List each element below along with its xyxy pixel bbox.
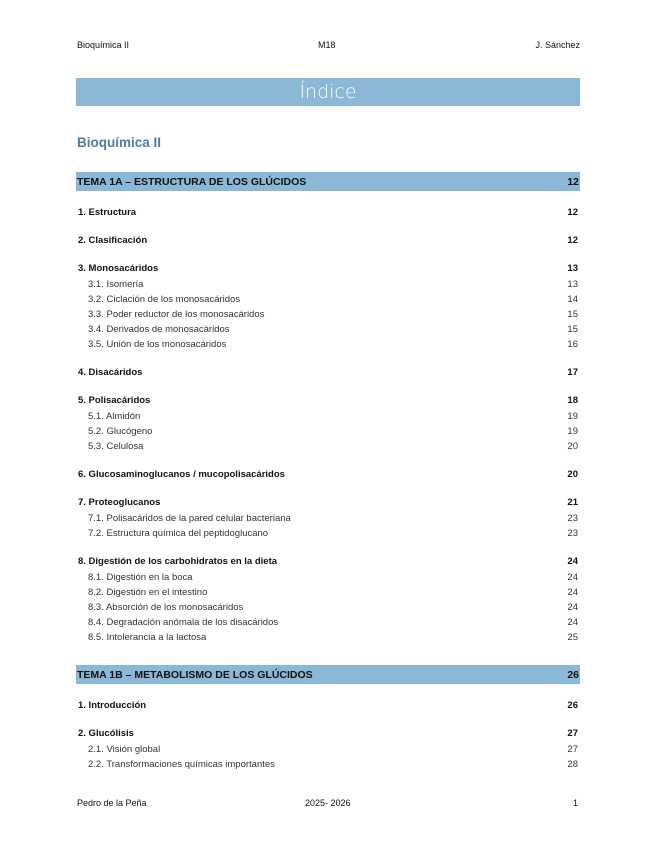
toc-page: 27 xyxy=(567,744,578,755)
toc-page: 26 xyxy=(567,700,578,711)
toc-page: 14 xyxy=(567,294,578,305)
toc-label: 3.1. Isomería xyxy=(88,279,144,290)
toc-section[interactable]: 8. Digestión de los carbohidratos en la … xyxy=(76,554,580,569)
toc-section[interactable]: 2. Clasificación 12 xyxy=(76,233,580,248)
toc-section[interactable]: 2. Glucólisis 27 xyxy=(76,726,580,741)
toc-label: TEMA 1B – METABOLISMO DE LOS GLÚCIDOS xyxy=(77,668,313,681)
document-heading: Bioquímica II xyxy=(77,135,162,150)
toc-subsection[interactable]: 3.2. Ciclación de los monosacáridos 14 xyxy=(76,292,580,307)
toc-label: 7. Proteoglucanos xyxy=(78,497,161,508)
toc-page: 26 xyxy=(567,668,579,681)
toc-subsection[interactable]: 2.2. Transformaciones químicas important… xyxy=(76,757,580,772)
toc-label: 3. Monosacáridos xyxy=(78,263,159,274)
toc-subsection[interactable]: 5.2. Glucógeno 19 xyxy=(76,424,580,439)
toc-section[interactable]: 3. Monosacáridos 13 xyxy=(76,261,580,276)
toc-label: 3.5. Unión de los monosacáridos xyxy=(88,339,227,350)
header-subject: Bioquímica II xyxy=(77,40,130,50)
toc-page: 15 xyxy=(567,324,578,335)
toc-label: TEMA 1A – ESTRUCTURA DE LOS GLÚCIDOS xyxy=(77,175,307,188)
toc-subsection[interactable]: 8.2. Digestión en el intestino 24 xyxy=(76,585,580,600)
toc-subsection[interactable]: 8.3. Absorción de los monosacáridos 24 xyxy=(76,600,580,615)
toc-section[interactable]: 7. Proteoglucanos 21 xyxy=(76,495,580,510)
toc-page: 23 xyxy=(567,513,578,524)
toc-page: 12 xyxy=(567,235,578,246)
toc-page: 12 xyxy=(567,207,578,218)
toc-page: 24 xyxy=(567,556,578,567)
toc-section[interactable]: 6. Glucosaminoglucanos / mucopolisacárid… xyxy=(76,467,580,482)
toc-label: 8. Digestión de los carbohidratos en la … xyxy=(78,556,278,567)
toc-label: 8.4. Degradación anómala de los disacári… xyxy=(88,617,279,628)
toc-page: 17 xyxy=(567,367,578,378)
toc-label: 3.3. Poder reductor de los monosacáridos xyxy=(88,309,265,320)
toc-label: 1. Introducción xyxy=(78,700,147,711)
footer-year: 2025- 2026 xyxy=(305,798,351,808)
toc-subsection[interactable]: 8.5. Intolerancia a la lactosa 25 xyxy=(76,630,580,645)
toc-label: 2.1. Visión global xyxy=(88,744,161,755)
toc-subsection[interactable]: 5.3. Celulosa 20 xyxy=(76,439,580,454)
toc-page: 12 xyxy=(567,175,579,188)
toc-section[interactable]: 5. Polisacáridos 18 xyxy=(76,393,580,408)
toc-label: 3.2. Ciclación de los monosacáridos xyxy=(88,294,241,305)
toc-label: 7.2. Estructura química del peptidogluca… xyxy=(88,528,269,539)
toc-label: 8.2. Digestión en el intestino xyxy=(88,587,208,598)
index-title: Índice xyxy=(76,78,580,106)
toc-page: 20 xyxy=(567,469,578,480)
page-number: 1 xyxy=(572,798,578,808)
toc-page: 15 xyxy=(567,309,578,320)
toc-page: 16 xyxy=(567,339,578,350)
toc-page: 24 xyxy=(567,587,578,598)
toc-subsection[interactable]: 8.4. Degradación anómala de los disacári… xyxy=(76,615,580,630)
toc-page: 21 xyxy=(567,497,578,508)
toc-section[interactable]: 4. Disacáridos 17 xyxy=(76,365,580,380)
toc-page: 18 xyxy=(567,395,578,406)
toc-subsection[interactable]: 2.1. Visión global 27 xyxy=(76,742,580,757)
toc-page: 23 xyxy=(567,528,578,539)
toc-page: 25 xyxy=(567,632,578,643)
toc-page: 24 xyxy=(567,617,578,628)
toc-page: 19 xyxy=(567,411,578,422)
toc-label: 2. Clasificación xyxy=(78,235,148,246)
toc-page: 13 xyxy=(567,279,578,290)
toc-page: 28 xyxy=(567,759,578,770)
toc-label: 8.5. Intolerancia a la lactosa xyxy=(88,632,207,643)
toc-chapter[interactable]: TEMA 1B – METABOLISMO DE LOS GLÚCIDOS 26 xyxy=(76,665,580,684)
toc-subsection[interactable]: 7.1. Polisacáridos de la pared celular b… xyxy=(76,511,580,526)
toc-subsection[interactable]: 8.1. Digestión en la boca 24 xyxy=(76,570,580,585)
table-of-contents: TEMA 1A – ESTRUCTURA DE LOS GLÚCIDOS 12 1.… xyxy=(76,172,580,772)
toc-page: 24 xyxy=(567,602,578,613)
toc-chapter[interactable]: TEMA 1A – ESTRUCTURA DE LOS GLÚCIDOS 12 xyxy=(76,172,580,191)
toc-page: 13 xyxy=(567,263,578,274)
toc-label: 5.2. Glucógeno xyxy=(88,426,153,437)
toc-subsection[interactable]: 7.2. Estructura química del peptidogluca… xyxy=(76,526,580,541)
toc-label: 2.2. Transformaciones químicas important… xyxy=(88,759,275,770)
toc-subsection[interactable]: 3.3. Poder reductor de los monosacáridos… xyxy=(76,307,580,322)
toc-subsection[interactable]: 3.1. Isomería 13 xyxy=(76,277,580,292)
toc-section[interactable]: 1. Introducción 26 xyxy=(76,698,580,713)
toc-label: 7.1. Polisacáridos de la pared celular b… xyxy=(88,513,291,524)
toc-subsection[interactable]: 5.1. Almidón 19 xyxy=(76,409,580,424)
toc-page: 24 xyxy=(567,572,578,583)
toc-label: 6. Glucosaminoglucanos / mucopolisacárid… xyxy=(78,469,285,480)
toc-label: 5.1. Almidón xyxy=(88,411,141,422)
toc-label: 8.3. Absorción de los monosacáridos xyxy=(88,602,244,613)
toc-label: 5. Polisacáridos xyxy=(78,395,151,406)
toc-label: 4. Disacáridos xyxy=(78,367,143,378)
toc-subsection[interactable]: 3.4. Derivados de monosacáridos 15 xyxy=(76,322,580,337)
toc-label: 8.1. Digestión en la boca xyxy=(88,572,193,583)
toc-subsection[interactable]: 3.5. Unión de los monosacáridos 16 xyxy=(76,337,580,352)
toc-label: 3.4. Derivados de monosacáridos xyxy=(88,324,230,335)
toc-page: 20 xyxy=(567,441,578,452)
toc-label: 5.3. Celulosa xyxy=(88,441,144,452)
header-code: M18 xyxy=(318,40,336,50)
toc-label: 1. Estructura xyxy=(78,207,137,218)
header-author: J. Sánchez xyxy=(535,40,580,50)
footer-author: Pedro de la Peña xyxy=(77,798,147,808)
toc-page: 27 xyxy=(567,728,578,739)
toc-section[interactable]: 1. Estructura 12 xyxy=(76,205,580,220)
toc-label: 2. Glucólisis xyxy=(78,728,134,739)
toc-page: 19 xyxy=(567,426,578,437)
